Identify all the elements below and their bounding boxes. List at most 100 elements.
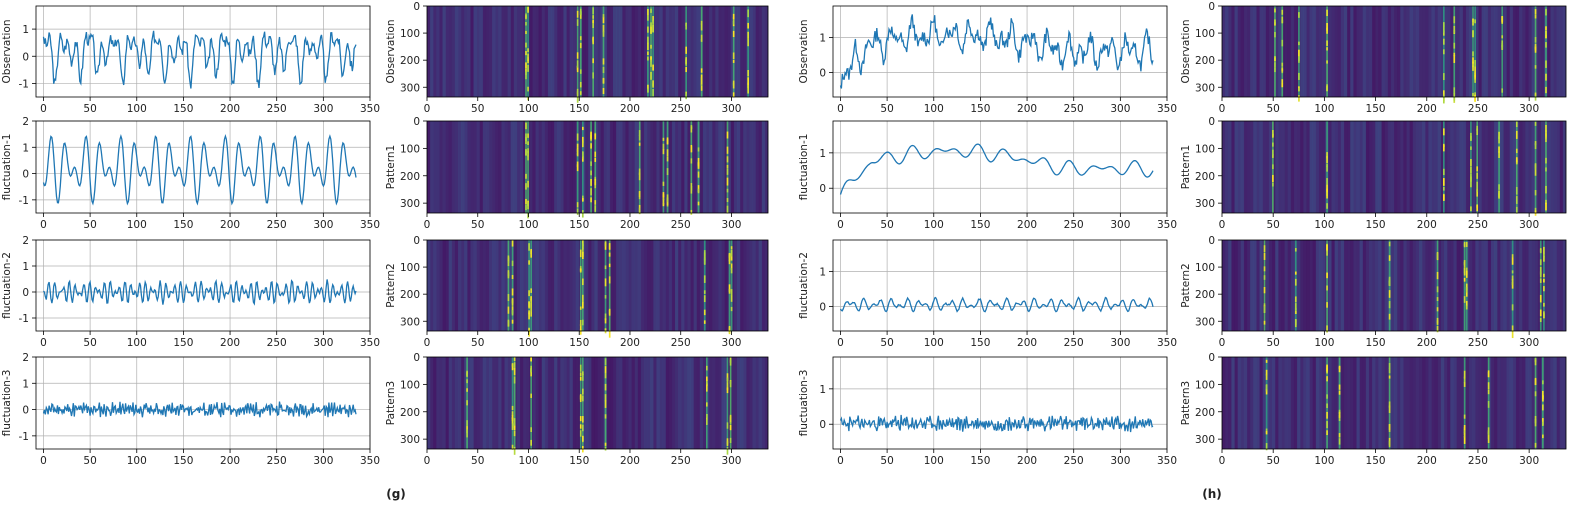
bright-cell (1534, 163, 1537, 170)
heatmap-column (1409, 357, 1414, 449)
bright-cell (1294, 307, 1297, 314)
y-tick-label: 300 (1195, 82, 1215, 94)
bright-cell (525, 71, 527, 80)
bright-cell (530, 393, 532, 398)
heatmap-column (1300, 357, 1304, 449)
heatmap-column (758, 6, 763, 97)
heatmap-column (1412, 240, 1417, 331)
heatmap-column (1347, 357, 1351, 449)
x-tick-label: 100 (518, 455, 538, 467)
bright-cell (1463, 382, 1466, 387)
bright-cell (697, 201, 700, 206)
heatmap-column (451, 121, 456, 213)
heatmap-column (761, 357, 766, 449)
heatmap-column (631, 240, 635, 331)
y-tick-label: 1 (22, 24, 29, 36)
heatmap-column (1456, 121, 1460, 213)
heatmap-column (1537, 240, 1542, 331)
bright-column (582, 240, 584, 331)
heatmap-column (668, 357, 673, 449)
heatmap-column (671, 357, 676, 449)
bright-cell (1463, 429, 1466, 433)
x-tick-label: 150 (173, 103, 193, 115)
heatmap-column (1240, 357, 1245, 449)
heatmap-column (656, 357, 660, 449)
bright-cell (1534, 207, 1537, 213)
x-tick-label: 100 (127, 103, 147, 115)
heatmap-column (631, 357, 635, 449)
x-tick-label: 150 (970, 455, 990, 467)
bright-column (590, 121, 592, 213)
bright-cell (530, 357, 532, 362)
heatmap-column (662, 240, 666, 331)
bright-cell (1272, 154, 1274, 158)
heatmap-column (1306, 6, 1310, 97)
heatmap-column (563, 121, 567, 213)
panel-label-h: (h) (1202, 487, 1222, 501)
bright-column (513, 357, 516, 449)
heatmap-column (600, 121, 604, 213)
heatmap-column (650, 357, 654, 449)
bright-cell (604, 313, 607, 321)
heatmap-column (513, 240, 518, 331)
heatmap-column (1331, 240, 1335, 331)
bright-column (579, 357, 582, 449)
heatmap-column (554, 240, 558, 331)
heatmap-column (1544, 357, 1548, 449)
heatmap-column (433, 357, 437, 449)
heatmap-column (1397, 121, 1401, 213)
heatmap-column (709, 357, 713, 449)
bright-cell (1474, 95, 1476, 102)
bright-cell (602, 31, 605, 37)
heatmap-column (1272, 6, 1276, 97)
bright-cell (730, 306, 733, 312)
heatmap-column (1437, 6, 1442, 97)
heatmap-column (1459, 6, 1464, 97)
bright-cell (1453, 42, 1456, 49)
bright-cell (513, 423, 516, 431)
heatmap-column (718, 121, 722, 213)
bright-cell (1465, 283, 1468, 291)
bright-column (608, 240, 611, 331)
heatmap-column (1528, 357, 1532, 449)
bright-cell (592, 15, 594, 19)
heatmap-column (1403, 121, 1407, 213)
heatmap-column (544, 121, 549, 213)
heatmap-column (1306, 357, 1310, 449)
heatmap-column (470, 121, 474, 213)
heatmap-column (430, 240, 434, 331)
bright-cell (700, 77, 703, 85)
x-tick-label: 50 (1267, 455, 1280, 467)
heatmap-column (1278, 240, 1282, 331)
bright-cell (703, 252, 706, 261)
bright-cell (638, 172, 641, 181)
bright-cell (706, 376, 708, 381)
bright-cell (647, 36, 649, 44)
bright-cell (730, 253, 733, 261)
series-line (839, 143, 1154, 195)
heatmap-column (1415, 240, 1420, 331)
bright-column (1463, 357, 1466, 449)
bright-cell (1543, 311, 1545, 318)
heatmap-column (1268, 357, 1273, 449)
bright-cell (525, 42, 527, 48)
heatmap-column (1253, 6, 1257, 97)
heatmap-column (706, 121, 710, 213)
heatmap-column (516, 121, 521, 213)
heatmap-column (606, 357, 611, 449)
bright-cell (1545, 124, 1547, 133)
bright-cell (511, 306, 514, 314)
x-tick-label: 100 (127, 219, 147, 231)
plot-frame (35, 239, 371, 332)
bright-cell (1338, 411, 1341, 418)
heatmap-column (1225, 240, 1229, 331)
bright-cell (582, 141, 584, 148)
heatmap-column (461, 357, 465, 449)
x-tick-label: 50 (1267, 337, 1280, 349)
bright-cell (1265, 384, 1268, 390)
bright-cell (1294, 271, 1297, 275)
heatmap-column (625, 6, 629, 97)
bright-cell (1539, 271, 1542, 278)
x-tick-label: 200 (1417, 455, 1437, 467)
